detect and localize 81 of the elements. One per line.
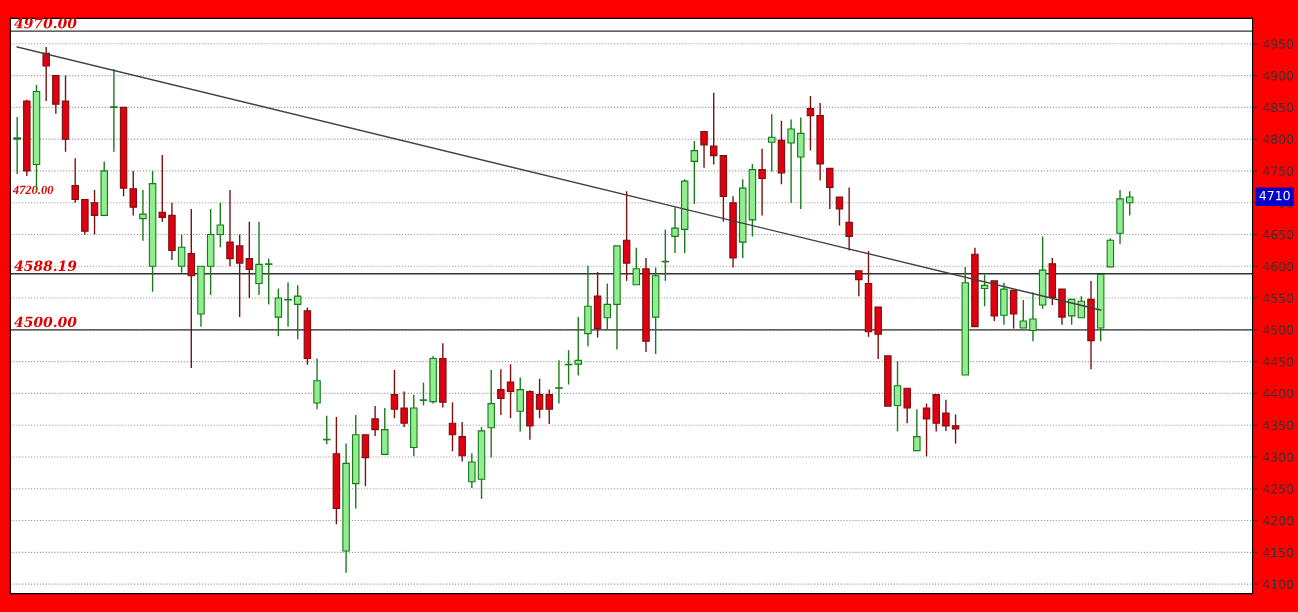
candlestick: [1029, 291, 1037, 342]
candlestick: [922, 402, 931, 458]
text: 4710: [1259, 190, 1290, 201]
candlestick: [255, 221, 263, 296]
candlestick: [1125, 190, 1134, 217]
y-tick-label: 4200: [1262, 516, 1294, 526]
candlestick: [448, 401, 457, 452]
candlestick: [90, 189, 99, 236]
candlestick: [797, 116, 805, 210]
candlestick: [835, 196, 844, 227]
candlestick: [826, 167, 834, 210]
candlestick: [506, 363, 515, 419]
candlestick: [390, 369, 399, 419]
candlestick: [855, 270, 863, 297]
candlestick: [980, 273, 989, 308]
y-tick-label: 4300: [1262, 452, 1294, 462]
candlestick: [264, 257, 273, 306]
y-tick-label: 4550: [1262, 293, 1294, 303]
y-tick-label: 4250: [1262, 484, 1294, 494]
y-tick-label: 4450: [1262, 357, 1294, 367]
candlestick: [468, 452, 476, 489]
y-tick-label: 4100: [1262, 579, 1294, 590]
candlestick: [632, 247, 641, 286]
candlestick: [690, 140, 699, 205]
candlestick: [284, 281, 292, 328]
y-tick-label: 4800: [1262, 134, 1294, 145]
candlestick: [177, 233, 186, 274]
candlestick: [1009, 289, 1018, 330]
y-tick-label: 4350: [1262, 420, 1294, 431]
candlestick: [768, 113, 776, 173]
candlestick: [574, 316, 583, 377]
candlestick: [903, 387, 911, 424]
ref-line-label: 4588.19: [14, 260, 77, 272]
y-tick-label: 4750: [1262, 166, 1294, 176]
y-tick-label: 4500: [1262, 325, 1294, 335]
candlestick: [139, 189, 147, 242]
candlestick: [226, 189, 234, 267]
candlestick: [545, 388, 553, 425]
annotation: 4720.00: [12, 185, 54, 195]
candlestick: [893, 360, 902, 433]
candlestick: [671, 206, 679, 254]
candlestick: [110, 68, 118, 153]
candlestick: [216, 202, 225, 248]
y-tick-label: 4850: [1262, 102, 1294, 113]
candlestick: [555, 359, 563, 405]
candlestick: [806, 95, 815, 152]
candlestick: [1019, 299, 1028, 329]
candlestick: [419, 381, 428, 407]
y-tick-label: 4900: [1262, 71, 1294, 81]
candlestick: [709, 92, 718, 166]
y-tick-label: 4950: [1262, 39, 1294, 49]
candlestick: [951, 413, 960, 445]
candlestick: [516, 376, 524, 433]
ref-line-label: 4970.00: [14, 17, 77, 29]
candlestick: [700, 130, 708, 169]
candlestick: [913, 408, 921, 452]
candlestick: [71, 157, 79, 204]
y-tick-label: 4600: [1262, 261, 1294, 272]
ref-line-label: 4500.00: [14, 316, 77, 328]
candlestick: [787, 118, 795, 204]
candlestick: [535, 378, 544, 419]
candlestick: [361, 434, 370, 487]
candlestick: [458, 421, 466, 463]
candlestick: [13, 116, 21, 175]
candlestick: [622, 190, 631, 282]
candlestick: [42, 46, 50, 102]
candlestick: [942, 399, 950, 432]
candlestick: [758, 147, 766, 217]
candlestick: [603, 282, 612, 331]
candlestick: [313, 357, 321, 410]
candlestick: [371, 405, 379, 437]
candlestick: [497, 368, 505, 416]
candlestick: [400, 390, 408, 428]
y-tick-label: 4150: [1262, 547, 1294, 558]
y-tick-label: 4650: [1262, 229, 1294, 240]
candlestick: [187, 208, 196, 369]
candlestick: [274, 287, 283, 337]
y-tick-label: 4400: [1262, 388, 1294, 399]
candlestick: [129, 170, 137, 217]
candlestick: [293, 284, 302, 341]
candlestick: [158, 154, 167, 223]
